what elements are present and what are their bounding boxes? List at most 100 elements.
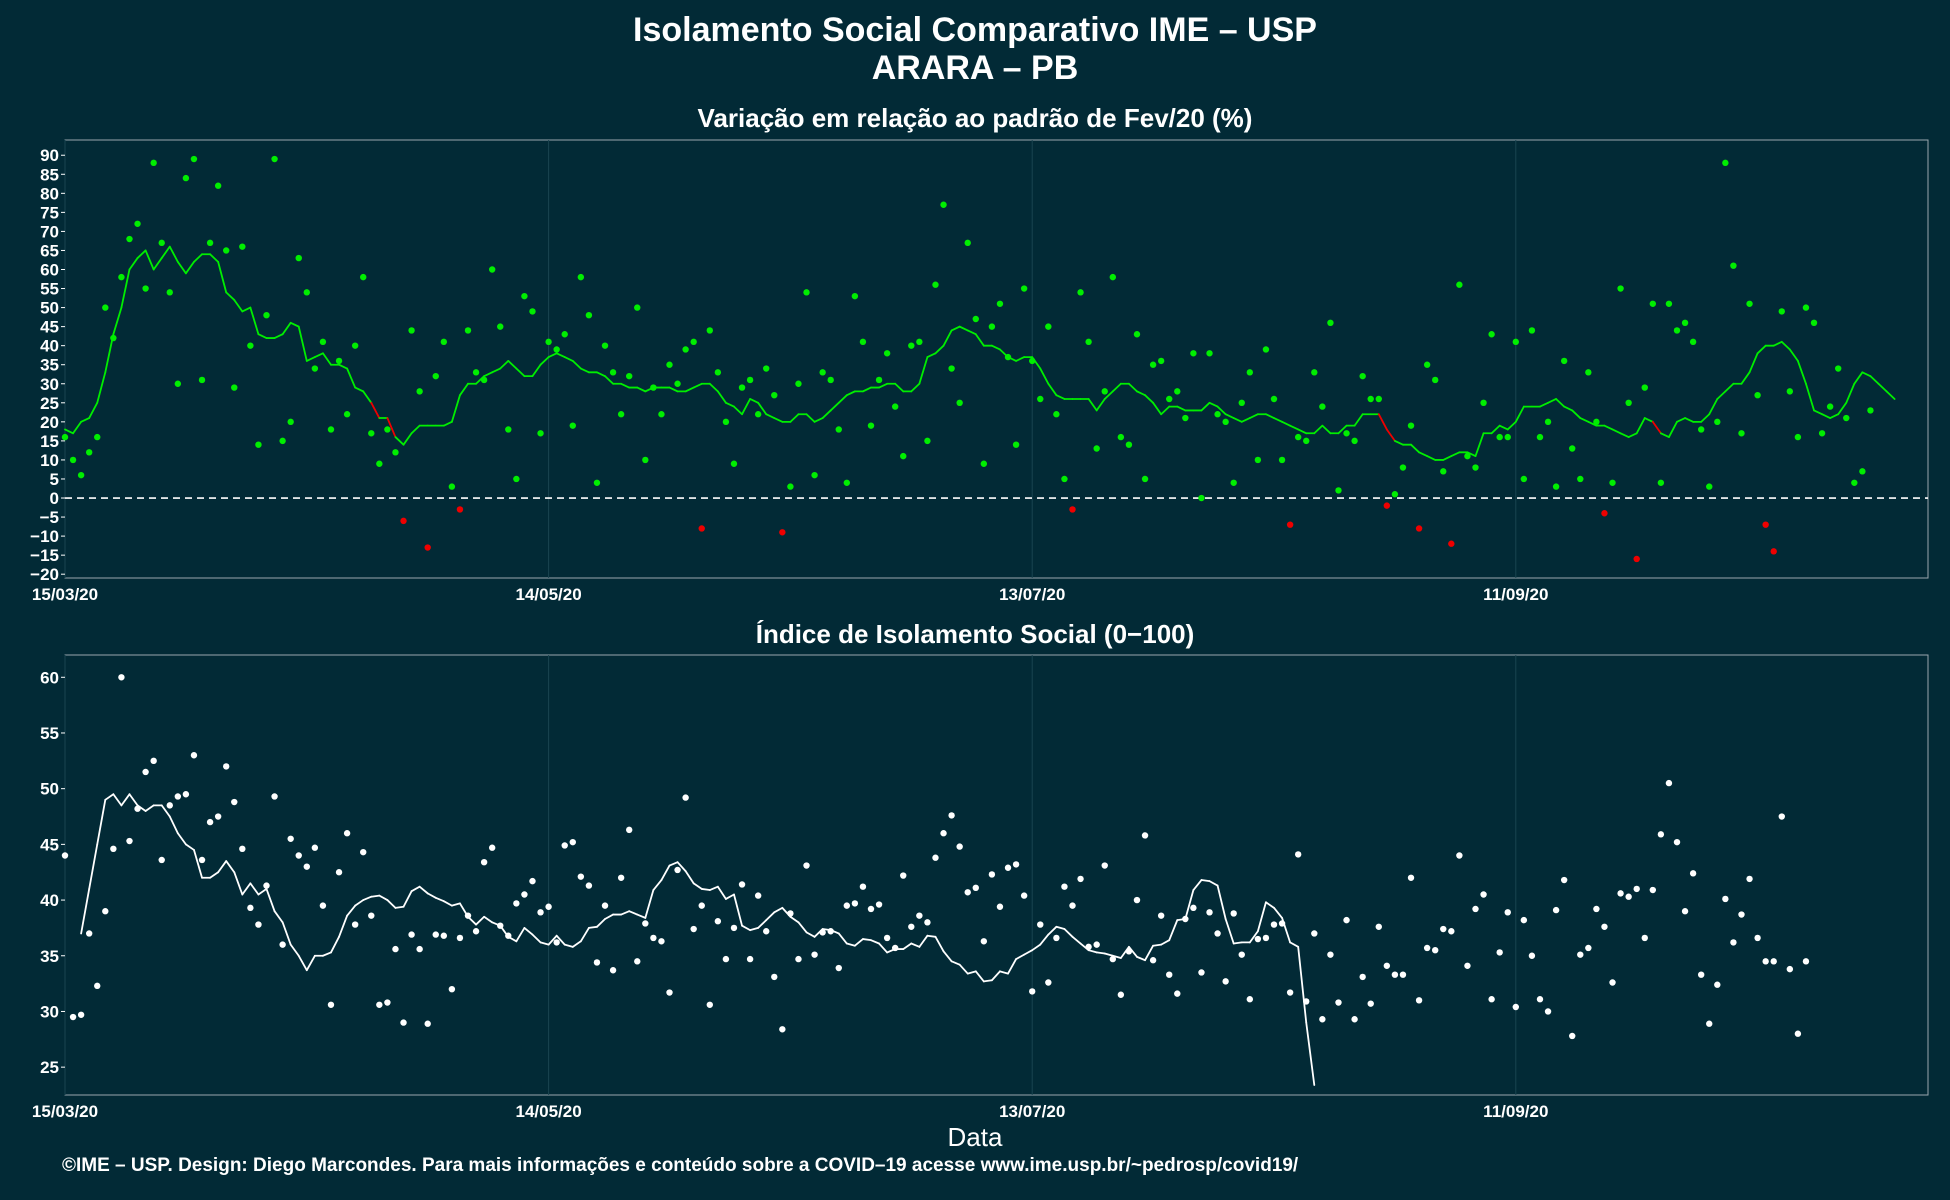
data-point — [634, 958, 641, 965]
data-point — [85, 449, 93, 456]
data-point — [1351, 1016, 1358, 1023]
y-tick-label: 35 — [40, 947, 59, 966]
y-tick-label: 60 — [40, 260, 59, 279]
data-point — [416, 388, 423, 395]
data-point — [1488, 996, 1495, 1003]
data-point — [674, 866, 681, 874]
moving-average-segment — [1829, 413, 1840, 419]
data-point — [1706, 1020, 1713, 1027]
data-point — [279, 437, 286, 445]
data-point — [577, 873, 585, 880]
data-point — [609, 369, 617, 376]
moving-average-segment — [596, 918, 606, 928]
data-point — [1480, 891, 1487, 898]
data-point — [746, 376, 754, 384]
data-point — [1012, 441, 1020, 448]
moving-average-segment — [942, 950, 953, 963]
data-point — [231, 384, 238, 391]
data-point — [1141, 832, 1149, 839]
data-point — [1093, 445, 1100, 452]
data-point — [94, 433, 101, 441]
data-point — [529, 308, 536, 315]
data-point — [1077, 875, 1084, 883]
data-point — [1198, 969, 1205, 976]
data-point — [247, 904, 254, 912]
data-point — [972, 315, 979, 323]
moving-average-segment — [217, 260, 228, 294]
moving-average-segment — [225, 860, 236, 874]
panel-border — [64, 654, 1929, 1096]
data-point — [908, 923, 915, 930]
data-point — [714, 918, 722, 925]
data-point — [900, 452, 907, 460]
data-point — [803, 289, 810, 296]
data-point — [1190, 904, 1197, 912]
moving-average-segment — [878, 382, 889, 389]
moving-average-segment — [1668, 420, 1678, 438]
moving-average-segment — [475, 915, 486, 926]
data-point — [190, 752, 198, 759]
footer-credits: ©IME – USP. Design: Diego Marcondes. Par… — [62, 1155, 1299, 1176]
data-point — [1609, 479, 1616, 486]
data-point — [1391, 971, 1399, 978]
data-point — [698, 525, 705, 532]
y-tick-label: −15 — [30, 546, 59, 565]
data-point — [1254, 935, 1262, 943]
data-point — [1053, 934, 1060, 942]
moving-average-segment — [322, 951, 332, 957]
data-point — [295, 254, 302, 262]
moving-average-segment — [1055, 394, 1066, 400]
data-point — [642, 920, 649, 927]
data-point — [714, 369, 722, 376]
data-point — [1641, 384, 1648, 391]
moving-average-segment — [1466, 451, 1477, 458]
moving-average-segment — [563, 356, 574, 362]
panel-2-title: Índice de Isolamento Social (0−100) — [755, 619, 1195, 649]
y-tick-label: 25 — [40, 1058, 59, 1077]
moving-average-segment — [749, 398, 760, 404]
data-point — [384, 426, 391, 433]
moving-average-segment — [725, 893, 735, 900]
moving-average-segment — [910, 942, 921, 948]
data-point — [1593, 418, 1600, 426]
data-point — [779, 1026, 786, 1033]
moving-average-segment — [1337, 424, 1348, 435]
moving-average-segment — [1805, 382, 1815, 412]
moving-average-segment — [1353, 413, 1364, 427]
data-point — [1754, 934, 1761, 942]
data-point — [1448, 928, 1455, 935]
moving-average-segment — [112, 306, 123, 336]
data-point — [1601, 923, 1608, 930]
data-point — [456, 934, 464, 942]
data-point — [335, 357, 343, 365]
data-point — [1278, 920, 1286, 927]
moving-average-segment — [225, 291, 236, 301]
y-tick-label: 5 — [50, 470, 59, 489]
data-point — [1706, 483, 1713, 490]
data-point — [601, 342, 609, 349]
data-point — [835, 426, 842, 433]
y-tick-label: 35 — [40, 356, 59, 375]
data-point — [1496, 949, 1503, 956]
moving-average-segment — [1442, 455, 1453, 461]
data-point — [1665, 300, 1673, 307]
moving-average-segment — [1160, 405, 1171, 416]
moving-average-segment — [144, 804, 155, 812]
moving-average-segment — [1498, 424, 1509, 431]
moving-average-segment — [708, 885, 719, 891]
data-point — [1029, 357, 1036, 365]
data-point — [948, 812, 955, 819]
data-point — [1117, 991, 1125, 998]
moving-average-segment — [1837, 401, 1848, 416]
x-tick-label: 15/03/20 — [32, 585, 98, 604]
data-point — [819, 369, 826, 376]
data-point — [1633, 885, 1640, 893]
moving-average-segment — [354, 386, 365, 393]
moving-average-segment — [1200, 879, 1211, 883]
moving-average-segment — [346, 904, 357, 917]
moving-average-segment — [773, 906, 784, 914]
data-point — [626, 826, 633, 834]
x-tick-label: 15/03/20 — [32, 1102, 98, 1121]
data-point — [271, 793, 278, 800]
moving-average-segment — [571, 360, 582, 370]
